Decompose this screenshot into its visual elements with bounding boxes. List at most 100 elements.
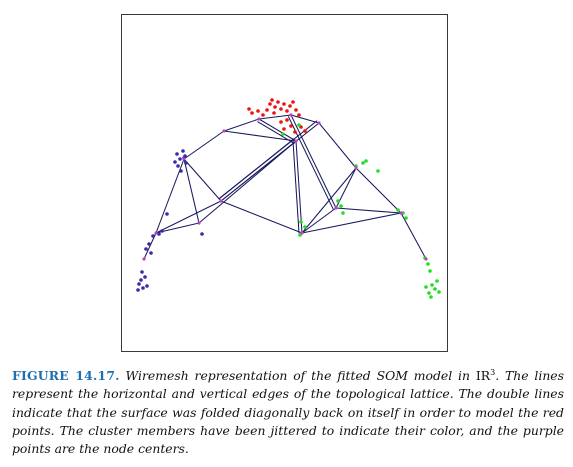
red-cluster-point [288,104,292,108]
green-cluster-point [281,132,285,136]
blue-cluster-point [145,284,149,288]
node-center [424,257,428,261]
blue-cluster-point [173,160,177,164]
node-center [300,231,304,235]
blue-cluster-point [136,288,140,292]
red-cluster-point [273,105,277,109]
blue-cluster-point [144,247,148,251]
green-cluster-point [404,216,408,220]
red-cluster-point [279,107,283,111]
lattice-edge [301,207,337,234]
blue-cluster-point [137,282,141,286]
blue-cluster-point [200,232,204,236]
blue-cluster-point [141,286,145,290]
green-cluster-point [430,283,434,287]
som-figure [121,14,448,352]
blue-cluster-point [181,149,185,153]
green-cluster-point [437,290,441,294]
figure-label: FIGURE 14.17. [12,368,120,383]
red-cluster-point [247,107,251,111]
blue-cluster-point [176,164,180,168]
node-center [182,157,186,161]
green-cluster-point [376,169,380,173]
math-superscript: 3 [490,367,496,377]
green-cluster-point [424,285,428,289]
math-base: IR [475,368,491,383]
red-cluster-point [268,102,272,106]
lattice-edge [355,167,402,214]
node-center [294,139,298,143]
red-cluster-point [270,98,274,102]
red-cluster-point [276,100,280,104]
green-cluster-point [361,161,365,165]
red-cluster-point [297,113,301,117]
lattice-edge [295,140,303,234]
node-center [399,211,403,215]
red-cluster-point [294,108,298,112]
green-cluster-point [428,269,432,273]
node-center [219,199,223,203]
green-cluster-point [396,208,400,212]
red-cluster-point [250,111,254,115]
lattice-edge [290,114,320,124]
blue-cluster-point [165,212,169,216]
lattice-edge [258,114,292,120]
blue-cluster-point [147,242,151,246]
lattice-edge [301,167,357,234]
red-cluster-point [282,127,286,131]
lattice-edge [155,200,222,234]
lattice-edge [223,118,260,132]
lattice-edge [400,212,427,260]
lattice-edge-double [257,121,295,145]
lattice-edge [301,212,402,234]
lattice-edge [335,207,402,214]
red-cluster-point [303,129,307,133]
lattice-edge [183,130,225,160]
green-cluster-point [429,295,433,299]
lattice-edge [223,130,297,142]
blue-cluster-point [151,234,155,238]
blue-cluster-point [178,157,182,161]
red-cluster-point [256,109,260,113]
green-cluster-point [364,159,368,163]
lattice-edge [183,158,222,202]
figure-caption: FIGURE 14.17. Wiremesh representation of… [12,367,564,458]
red-cluster-point [285,118,289,122]
node-center [142,257,146,261]
node-center [197,221,201,225]
red-cluster-point [261,113,265,117]
lattice-edge [183,158,200,224]
green-cluster-point [427,291,431,295]
red-cluster-point [265,108,269,112]
green-cluster-point [433,287,437,291]
red-cluster-point [293,130,297,134]
node-center [222,129,226,133]
lattice-edge-double [218,120,318,200]
red-cluster-point [272,111,276,115]
caption-text-start: Wiremesh representation of the fitted SO… [125,368,470,383]
wiremesh-plot [136,98,441,299]
green-cluster-point [299,220,303,224]
node-center [317,121,321,125]
red-cluster-point [285,109,289,113]
red-cluster-point [289,124,293,128]
caption-math-space: IR3 [476,368,495,383]
red-cluster-point [279,120,283,124]
node-center [334,206,338,210]
blue-cluster-point [179,169,183,173]
node-center [154,231,158,235]
blue-cluster-point [139,278,143,282]
red-cluster-point [282,102,286,106]
blue-cluster-point [149,251,153,255]
green-cluster-point [426,262,430,266]
blue-cluster-point [143,275,147,279]
green-cluster-point [339,204,343,208]
lattice-edge [290,114,337,209]
blue-cluster-point [175,152,179,156]
node-center [354,166,358,170]
green-cluster-point [341,211,345,215]
blue-cluster-point [140,270,144,274]
lattice-edge [220,200,303,234]
green-cluster-point [435,279,439,283]
lattice-edge [318,122,357,169]
